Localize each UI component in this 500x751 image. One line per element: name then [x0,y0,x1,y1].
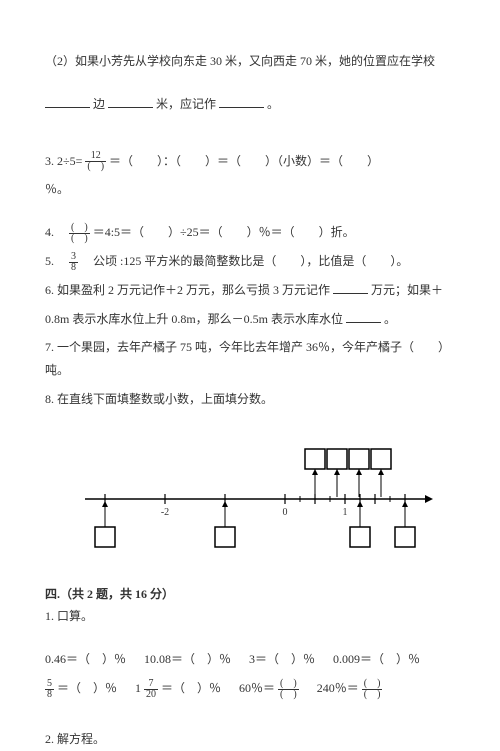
q6-line1: 6. 如果盈利 2 万元记作＋2 万元，那么亏损 3 万元记作 万元；如果＋ [45,279,455,302]
q3-end: ％。 [45,178,455,201]
q2-line1: （2）如果小芳先从学校向东走 30 米，又向西走 70 米，她的位置应在学校 [45,50,455,73]
calc-row2: 58 ＝（ ）％ 1 720 ＝（ ）％ 60％＝ ( )( ) 240％＝ (… [45,677,455,700]
calc-1c: 3＝（ ）％ [249,648,315,671]
q3: 3. 2÷5= 12 ( ) ＝（ ）：（ ）＝（ ）（小数）＝（ ） [45,150,455,173]
svg-text:-2: -2 [161,507,169,518]
svg-text:0: 0 [283,507,288,518]
q8: 8. 在直线下面填整数或小数，上面填分数。 [45,388,455,411]
section4-title: 四.（共 2 题，共 16 分） [45,583,455,606]
q4-fraction: ( ) ( ) [69,223,90,244]
q2-blank2[interactable] [108,95,153,108]
calc-2d: 240％＝ ( )( ) [317,677,383,700]
calc-2b: 1 720 ＝（ ）％ [135,677,221,700]
q2-line2: 边 米，应记作 。 [45,93,455,116]
calc-1d: 0.009＝（ ）％ [333,648,420,671]
q5: 5. 3 8 公顷 :125 平方米的最简整数比是（ ），比值是（ ）。 [45,250,455,273]
calc-2c: 60％＝ ( )( ) [239,677,299,700]
q7: 7. 一个果园，去年产橘子 75 吨，今年比去年增产 36％，今年产橘子（ ）吨… [45,336,455,382]
q3-fraction: 12 ( ) [85,151,106,172]
q6-blank1[interactable] [333,281,368,294]
calc-row1: 0.46＝（ ）％ 10.08＝（ ）％ 3＝（ ）％ 0.009＝（ ）％ [45,648,455,671]
number-line: -2 0 1 [75,429,455,567]
calc-1b: 10.08＝（ ）％ [144,648,231,671]
calc-1a: 0.46＝（ ）％ [45,648,126,671]
q2-blank1[interactable] [45,95,90,108]
q5-fraction: 3 8 [69,252,78,273]
s4-q2: 2. 解方程。 [45,728,455,751]
calc-2a: 58 ＝（ ）％ [45,677,117,700]
q6-blank2[interactable] [346,310,381,323]
svg-text:1: 1 [343,507,348,518]
q2-blank3[interactable] [219,95,264,108]
q4: 4. ( ) ( ) ＝4:5＝（ ）÷25＝（ ）％＝（ ）折。 [45,221,455,244]
s4-q1: 1. 口算。 [45,605,455,628]
q6-line2: 0.8m 表示水库水位上升 0.8m，那么－0.5m 表示水库水位 。 [45,308,455,331]
